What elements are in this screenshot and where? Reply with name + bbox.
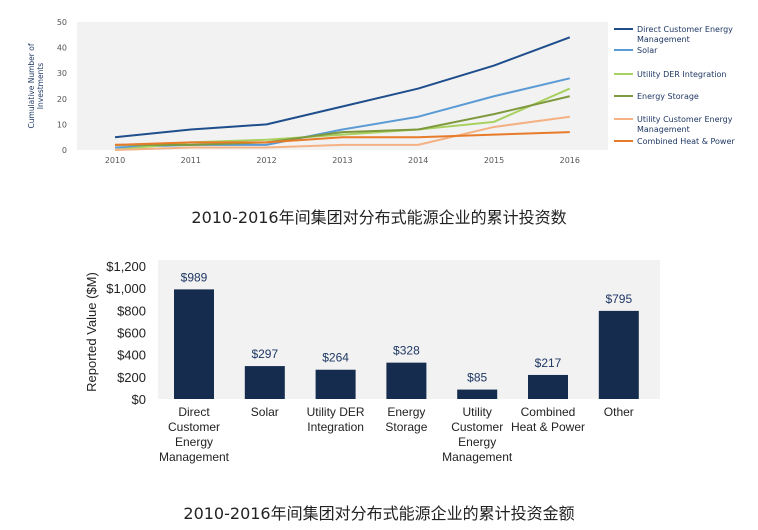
legend-line: Management [637,35,690,44]
bar [457,389,498,399]
y-tick-label: 10 [57,120,67,129]
legend-entry: Direct Customer Energy Management [637,25,733,44]
x-tick-label: Utility Customer Energy Management [442,405,513,464]
x-tick-label-line: Energy [175,435,213,449]
plot-area [77,22,608,150]
y-tick-label: $1,000 [106,281,146,296]
caption-bottom: 2010-2016年间集团对分布式能源企业的累计投资金额 [183,504,575,523]
x-tick-label: Utility DER Integration [307,405,365,434]
x-tick-label-line: Other [604,405,634,419]
y-tick-label: 0 [62,146,67,155]
legend-entry: Energy Storage [637,92,699,101]
x-tick-label: 2014 [408,156,428,165]
x-tick-label-line: Management [442,450,513,464]
data-label: $85 [467,371,487,385]
legend-entry: Solar [637,46,658,55]
x-tick-label: 2011 [181,156,201,165]
x-tick-label-line: Storage [385,420,427,434]
y-tick-label: $1,200 [106,259,146,274]
data-label: $297 [251,347,278,361]
x-tick-label: 2012 [256,156,276,165]
y-tick-label: 20 [57,95,67,104]
y-tick-label: $800 [117,303,146,318]
bar [315,369,356,399]
series-line [114,115,570,151]
x-tick-label: Solar [251,405,279,419]
x-tick-label-line: Integration [307,420,364,434]
data-label: $264 [322,351,349,365]
x-tick-label: Energy Storage [385,405,427,434]
y-tick-label: 40 [57,44,67,53]
x-tick-label: 2010 [105,156,125,165]
x-tick-label-line: Combined [521,405,576,419]
investment-count-line-chart: 0 10 20 30 40 50 2010 2011 2012 2013 2014 2015 2016 C… [27,18,735,165]
y-axis-label-line: Cumulative Number of [27,43,36,128]
x-tick-label-line: Customer [168,420,220,434]
data-label: $795 [605,292,632,306]
series-line [114,36,571,139]
data-label: $989 [181,270,208,284]
bar [174,289,214,399]
y-axis-label: Cumulative Number ofInvestments [27,43,45,128]
bar [244,366,285,399]
legend-line: Utility Customer Energy [637,115,733,124]
legend-entry: Utility DER Integration [637,70,726,79]
x-tick-label: 2013 [332,156,352,165]
y-axis-label: Reported Value ($M) [84,272,99,392]
x-tick-label-line: Direct [178,405,210,419]
series-line [115,95,571,146]
x-tick-label-line: Customer [451,420,503,434]
bar [528,374,568,399]
x-tick-label-line: Heat & Power [511,420,585,434]
legend-line: Direct Customer Energy [637,25,733,34]
investment-value-bar-chart: $0 $200 $400 $600 $800 $1,000 $1,200 Reported V… [84,259,660,464]
y-tick-label: $200 [117,370,146,385]
legend-line: Management [637,125,690,134]
y-tick-label: $400 [117,348,146,363]
y-tick-label: 30 [57,69,67,78]
legend-entry: Combined Heat & Power [637,137,735,146]
x-tick-label-line: Solar [251,405,279,419]
y-axis-label-line: Investments [36,63,45,109]
x-tick-label-line: Energy [387,405,425,419]
x-tick-label: Direct Customer Energy Management [159,405,230,464]
x-tick-label-line: Utility DER [307,405,365,419]
x-tick-label-line: Energy [458,435,496,449]
y-tick-label: $0 [132,392,146,407]
x-tick-label-line: Management [159,450,230,464]
x-tick-label: 2015 [484,156,504,165]
x-tick-label-line: Utility [463,405,492,419]
legend-entry: Utility Customer Energy Management [637,115,733,134]
series-line [114,131,570,146]
bar [598,310,639,399]
caption-top: 2010-2016年间集团对分布式能源企业的累计投资数 [191,208,567,227]
data-label: $328 [393,344,420,358]
x-tick-label: Combined Heat & Power [511,405,585,434]
x-tick-label: 2016 [560,156,580,165]
y-tick-label: $600 [117,326,146,341]
y-tick-label: 50 [57,18,67,27]
bar [386,362,427,399]
x-tick-label: Other [604,405,634,419]
data-label: $217 [535,356,562,370]
